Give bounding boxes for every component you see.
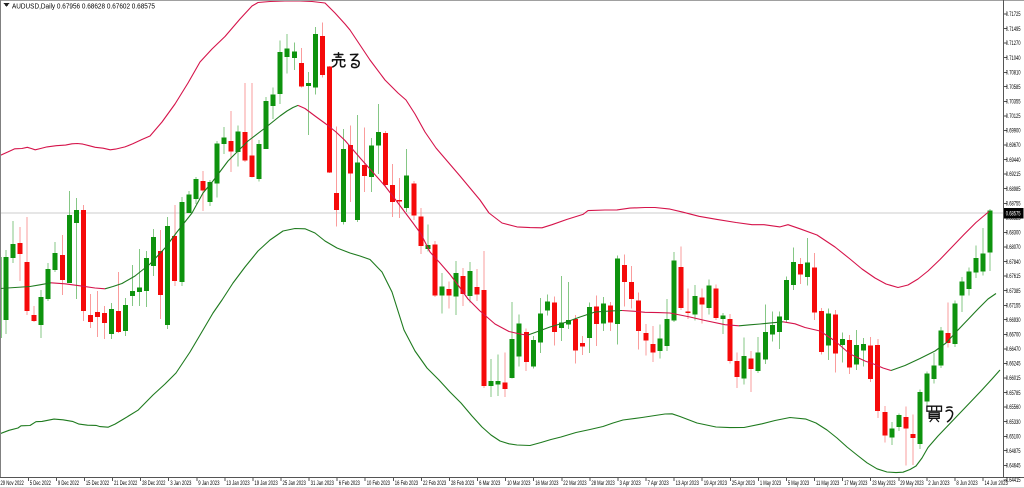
svg-text:0.68575: 0.68575 [1006, 211, 1021, 217]
svg-text:0.68985: 0.68985 [1006, 187, 1021, 193]
svg-text:0.66015: 0.66015 [1006, 376, 1021, 382]
svg-text:0.66930: 0.66930 [1006, 318, 1021, 324]
svg-text:0.64415: 0.64415 [1006, 478, 1021, 484]
svg-text:11 May 2023: 11 May 2023 [816, 481, 840, 487]
svg-text:0.67615: 0.67615 [1006, 274, 1021, 280]
svg-text:8 Jun 2023: 8 Jun 2023 [956, 481, 978, 487]
svg-text:0.65100: 0.65100 [1006, 435, 1021, 441]
svg-text:0.67385: 0.67385 [1006, 289, 1021, 295]
svg-text:19 Jan 2023: 19 Jan 2023 [254, 481, 278, 487]
svg-text:0.71725: 0.71725 [1006, 12, 1021, 18]
svg-text:9 Dec 2022: 9 Dec 2022 [58, 481, 80, 487]
svg-text:0.69670: 0.69670 [1006, 143, 1021, 149]
svg-text:0.69440: 0.69440 [1006, 158, 1021, 164]
svg-text:29 Nov 2022: 29 Nov 2022 [1, 481, 25, 487]
svg-text:15 Dec 2022: 15 Dec 2022 [86, 481, 110, 487]
svg-text:3 Jan 2023: 3 Jan 2023 [170, 481, 192, 487]
svg-text:28 Mar 2023: 28 Mar 2023 [591, 481, 615, 487]
svg-text:7 Apr 2023: 7 Apr 2023 [648, 481, 670, 487]
svg-text:0.67155: 0.67155 [1006, 304, 1021, 310]
svg-text:AUDUSD,Daily 0.67956 0.68628: AUDUSD,Daily 0.67956 0.68628 0.67602 0.6… [12, 2, 155, 11]
svg-text:3 Apr 2023: 3 Apr 2023 [620, 481, 642, 487]
svg-text:0.67840: 0.67840 [1006, 260, 1021, 266]
svg-text:28 Dec 2022: 28 Dec 2022 [142, 481, 166, 487]
svg-text:25 Jan 2023: 25 Jan 2023 [283, 481, 307, 487]
svg-text:6 Feb 2023: 6 Feb 2023 [339, 481, 361, 487]
svg-text:0.68070: 0.68070 [1006, 245, 1021, 251]
svg-text:9 Jan 2023: 9 Jan 2023 [198, 481, 220, 487]
svg-text:17 May 2023: 17 May 2023 [844, 481, 868, 487]
svg-text:0.70810: 0.70810 [1006, 71, 1021, 77]
svg-text:0.68300: 0.68300 [1006, 231, 1021, 237]
svg-text:0.64645: 0.64645 [1006, 464, 1021, 470]
svg-text:0.71495: 0.71495 [1006, 27, 1021, 33]
svg-text:25 Apr 2023: 25 Apr 2023 [732, 481, 756, 487]
svg-text:22 Mar 2023: 22 Mar 2023 [563, 481, 587, 487]
svg-text:1 May 2023: 1 May 2023 [760, 481, 782, 487]
svg-text:31 Jan 2023: 31 Jan 2023 [311, 481, 335, 487]
svg-text:0.68525: 0.68525 [1006, 216, 1021, 222]
svg-text:0.71040: 0.71040 [1006, 56, 1021, 62]
svg-text:21 Dec 2022: 21 Dec 2022 [114, 481, 138, 487]
svg-text:28 Feb 2023: 28 Feb 2023 [451, 481, 475, 487]
svg-text:0.65330: 0.65330 [1006, 420, 1021, 426]
svg-text:0.71270: 0.71270 [1006, 41, 1021, 47]
svg-text:14 Jun 2023: 14 Jun 2023 [985, 481, 1009, 487]
svg-text:29 May 2023: 29 May 2023 [900, 481, 924, 487]
svg-text:22 Feb 2023: 22 Feb 2023 [423, 481, 447, 487]
svg-text:6 Mar 2023: 6 Mar 2023 [479, 481, 501, 487]
svg-text:0.66470: 0.66470 [1006, 347, 1021, 353]
svg-text:0.70585: 0.70585 [1006, 85, 1021, 91]
svg-text:0.64875: 0.64875 [1006, 449, 1021, 455]
svg-text:0.69900: 0.69900 [1006, 129, 1021, 135]
svg-text:5 Dec 2022: 5 Dec 2022 [30, 481, 52, 487]
svg-text:5 May 2023: 5 May 2023 [788, 481, 810, 487]
svg-text:19 Apr 2023: 19 Apr 2023 [704, 481, 728, 487]
svg-text:0.68755: 0.68755 [1006, 202, 1021, 208]
svg-text:13 Jan 2023: 13 Jan 2023 [226, 481, 250, 487]
svg-text:13 Apr 2023: 13 Apr 2023 [676, 481, 700, 487]
svg-text:23 May 2023: 23 May 2023 [872, 481, 896, 487]
svg-text:0.65785: 0.65785 [1006, 391, 1021, 397]
svg-text:0.69215: 0.69215 [1006, 172, 1021, 178]
svg-text:10 Feb 2023: 10 Feb 2023 [367, 481, 391, 487]
svg-text:2 Jun 2023: 2 Jun 2023 [928, 481, 950, 487]
svg-text:0.66700: 0.66700 [1006, 333, 1021, 339]
svg-text:0.70125: 0.70125 [1006, 114, 1021, 120]
svg-text:16 Feb 2023: 16 Feb 2023 [395, 481, 419, 487]
svg-text:16 Mar 2023: 16 Mar 2023 [535, 481, 559, 487]
svg-text:0.66245: 0.66245 [1006, 362, 1021, 368]
svg-text:0.70355: 0.70355 [1006, 100, 1021, 106]
svg-text:0.65560: 0.65560 [1006, 405, 1021, 411]
svg-text:10 Mar 2023: 10 Mar 2023 [507, 481, 531, 487]
